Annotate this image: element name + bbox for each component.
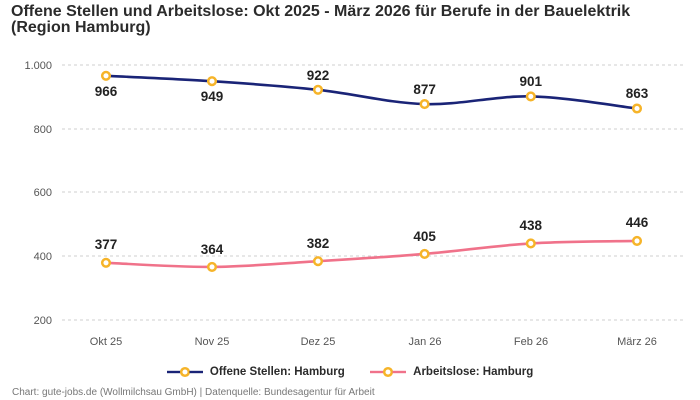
svg-text:200: 200 — [34, 315, 52, 327]
svg-text:382: 382 — [307, 236, 330, 251]
svg-text:600: 600 — [34, 187, 52, 199]
svg-text:438: 438 — [520, 218, 543, 233]
svg-text:Jan 26: Jan 26 — [408, 336, 441, 348]
svg-text:377: 377 — [95, 237, 118, 252]
svg-text:922: 922 — [307, 68, 330, 83]
svg-text:400: 400 — [34, 251, 52, 263]
svg-text:949: 949 — [201, 89, 224, 104]
svg-text:364: 364 — [201, 242, 224, 257]
svg-text:405: 405 — [413, 229, 436, 244]
svg-text:446: 446 — [626, 215, 649, 230]
svg-text:800: 800 — [34, 124, 52, 136]
svg-text:901: 901 — [520, 74, 543, 89]
svg-text:1.000: 1.000 — [24, 60, 52, 72]
svg-text:Feb 26: Feb 26 — [514, 336, 548, 348]
svg-text:Nov 25: Nov 25 — [195, 336, 230, 348]
svg-text:863: 863 — [626, 86, 649, 101]
svg-text:877: 877 — [413, 82, 436, 97]
svg-text:Okt 25: Okt 25 — [90, 336, 122, 348]
svg-text:März 26: März 26 — [617, 336, 657, 348]
svg-text:Dez 25: Dez 25 — [301, 336, 336, 348]
svg-text:966: 966 — [95, 84, 118, 99]
